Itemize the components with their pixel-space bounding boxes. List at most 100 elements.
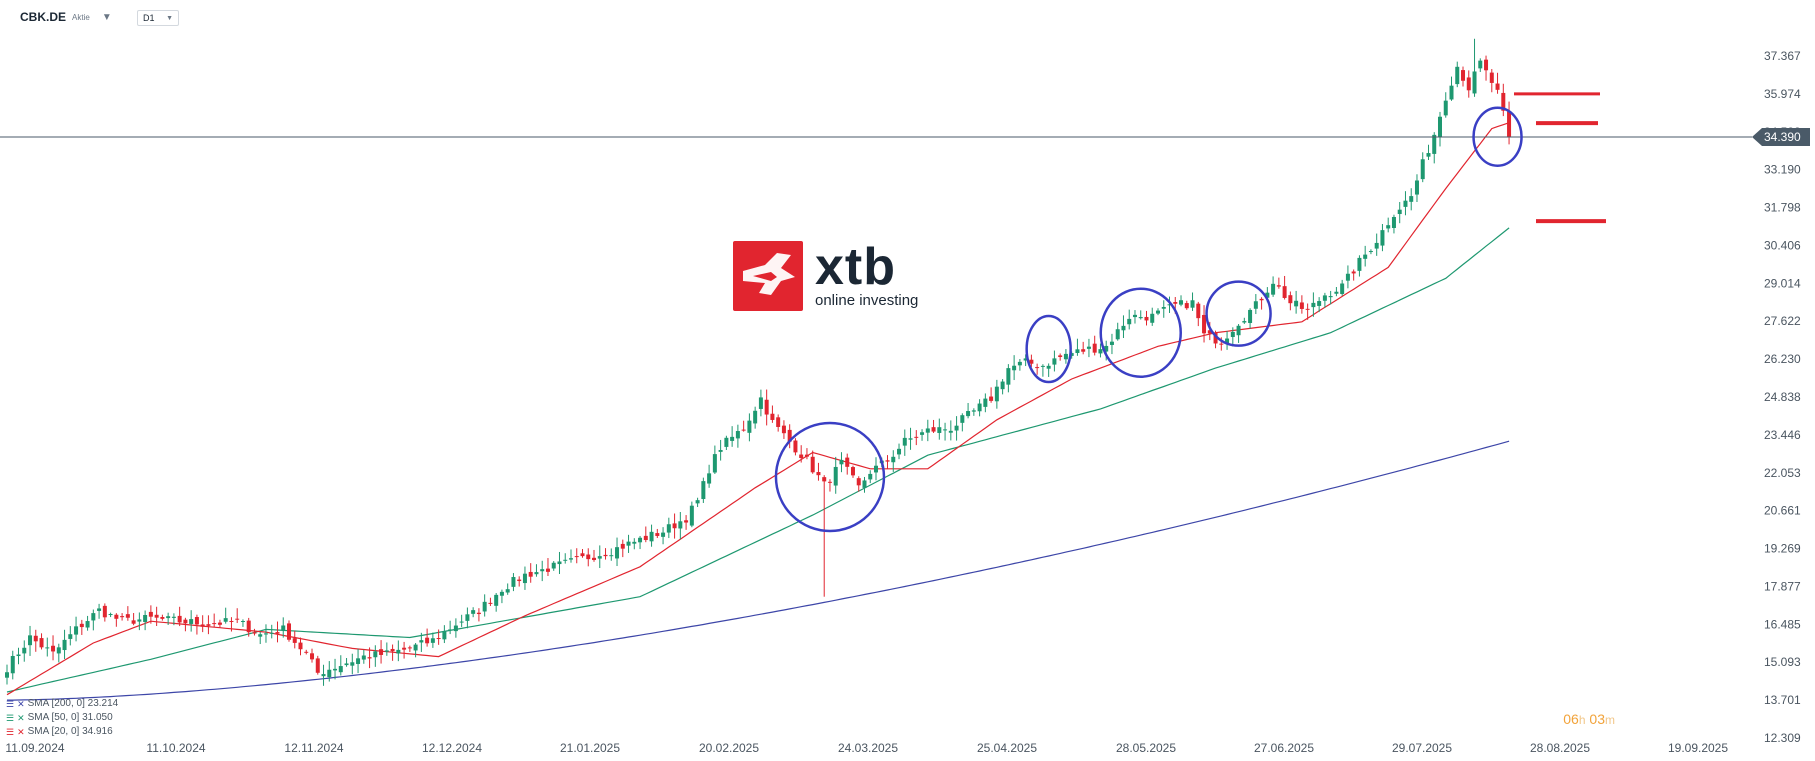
- y-tick-label: 37.367: [1764, 49, 1801, 63]
- candle: [764, 389, 769, 426]
- candle-body: [252, 632, 257, 634]
- candle: [891, 450, 896, 472]
- candle: [74, 616, 79, 642]
- candle-body: [448, 629, 453, 631]
- candle-body: [897, 448, 902, 455]
- candle: [850, 465, 855, 478]
- y-tick-label: 26.230: [1764, 352, 1801, 366]
- candle: [1121, 315, 1126, 339]
- candle: [747, 413, 752, 442]
- candle-body: [1345, 273, 1350, 281]
- candle-body: [655, 533, 660, 536]
- candle-body: [344, 663, 349, 666]
- candle-body: [1207, 330, 1212, 334]
- candle-body: [874, 465, 879, 473]
- close-icon[interactable]: ✕: [17, 699, 25, 709]
- candle: [1115, 322, 1120, 341]
- candle-body: [845, 457, 850, 467]
- candle: [194, 614, 199, 635]
- candle-body: [1357, 257, 1362, 271]
- candle-body: [1340, 283, 1345, 294]
- candle: [28, 625, 33, 656]
- candle: [511, 573, 516, 592]
- candle: [545, 558, 550, 576]
- candle: [281, 617, 286, 638]
- candle: [1075, 338, 1080, 356]
- candle-body: [747, 420, 752, 433]
- xtb-logo-mark: [733, 241, 803, 311]
- candle: [1150, 307, 1155, 326]
- candle: [1391, 214, 1396, 234]
- candle: [217, 619, 222, 628]
- legend-sma20[interactable]: ☰ ✕ SMA [20, 0] 34.916: [6, 725, 118, 739]
- annotation-circles: [774, 106, 1523, 533]
- candle: [51, 635, 56, 661]
- candle-body: [1397, 209, 1402, 215]
- candle-body: [718, 449, 723, 452]
- candle-body: [240, 621, 245, 623]
- candle: [724, 435, 729, 450]
- candle-body: [1138, 317, 1143, 319]
- candle: [494, 593, 499, 612]
- candle-body: [482, 601, 487, 612]
- candle-body: [74, 626, 79, 635]
- candle-body: [672, 523, 677, 529]
- candle: [1380, 223, 1385, 252]
- symbol-dropdown-icon[interactable]: ▼: [101, 11, 112, 23]
- candle-body: [684, 520, 689, 523]
- candle: [885, 455, 890, 469]
- candle-body: [333, 668, 338, 671]
- candle-body: [1075, 349, 1080, 353]
- candle-body: [943, 429, 948, 431]
- chevron-down-icon: ▼: [166, 14, 173, 22]
- candle-body: [1288, 295, 1293, 304]
- close-icon[interactable]: ✕: [17, 713, 25, 723]
- candle-body: [1409, 196, 1414, 202]
- candle: [229, 617, 234, 632]
- candle: [102, 603, 107, 622]
- candle: [1351, 269, 1356, 281]
- candle-body: [741, 429, 746, 431]
- y-tick-label: 33.190: [1764, 163, 1801, 177]
- candle-body: [960, 415, 965, 423]
- candle: [931, 419, 936, 434]
- candle-body: [28, 635, 33, 646]
- candle-body: [338, 666, 343, 673]
- candle: [120, 613, 125, 621]
- candle-body: [1242, 321, 1247, 323]
- candle: [79, 619, 84, 635]
- candle-body: [695, 500, 700, 504]
- candle-body: [977, 403, 982, 412]
- candle-body: [1374, 242, 1379, 249]
- candle-body: [1058, 355, 1063, 358]
- candle-body: [476, 612, 481, 615]
- y-tick-label: 12.309: [1764, 731, 1801, 745]
- candle: [689, 501, 694, 528]
- timeframe-select[interactable]: D1 ▼: [137, 10, 179, 26]
- candle: [442, 625, 447, 644]
- settings-icon[interactable]: ☰: [6, 713, 15, 723]
- legend-sma200[interactable]: ☰ ✕ SMA [200, 0] 23.214: [6, 697, 118, 711]
- candle: [718, 439, 723, 461]
- settings-icon[interactable]: ☰: [6, 727, 15, 737]
- candle: [263, 624, 268, 643]
- candle: [597, 545, 602, 569]
- candle-body: [419, 640, 424, 643]
- legend-sma20-label: SMA [20, 0] 34.916: [27, 726, 113, 737]
- settings-icon[interactable]: ☰: [6, 699, 15, 709]
- candle: [994, 379, 999, 409]
- legend-sma50[interactable]: ☰ ✕ SMA [50, 0] 31.050: [6, 711, 118, 725]
- candle-body: [954, 425, 959, 431]
- candle-body: [1466, 77, 1471, 91]
- candle-body: [177, 615, 182, 623]
- y-tick-label: 22.053: [1764, 466, 1801, 480]
- logo-tagline: online investing: [815, 291, 919, 309]
- candle-body: [1328, 296, 1333, 298]
- candle-body: [442, 631, 447, 640]
- legend-sma50-label: SMA [50, 0] 31.050: [27, 712, 113, 723]
- close-icon[interactable]: ✕: [17, 727, 25, 737]
- candle-body: [1484, 59, 1489, 71]
- y-tick-label: 35.974: [1764, 87, 1801, 101]
- candle: [1058, 353, 1063, 361]
